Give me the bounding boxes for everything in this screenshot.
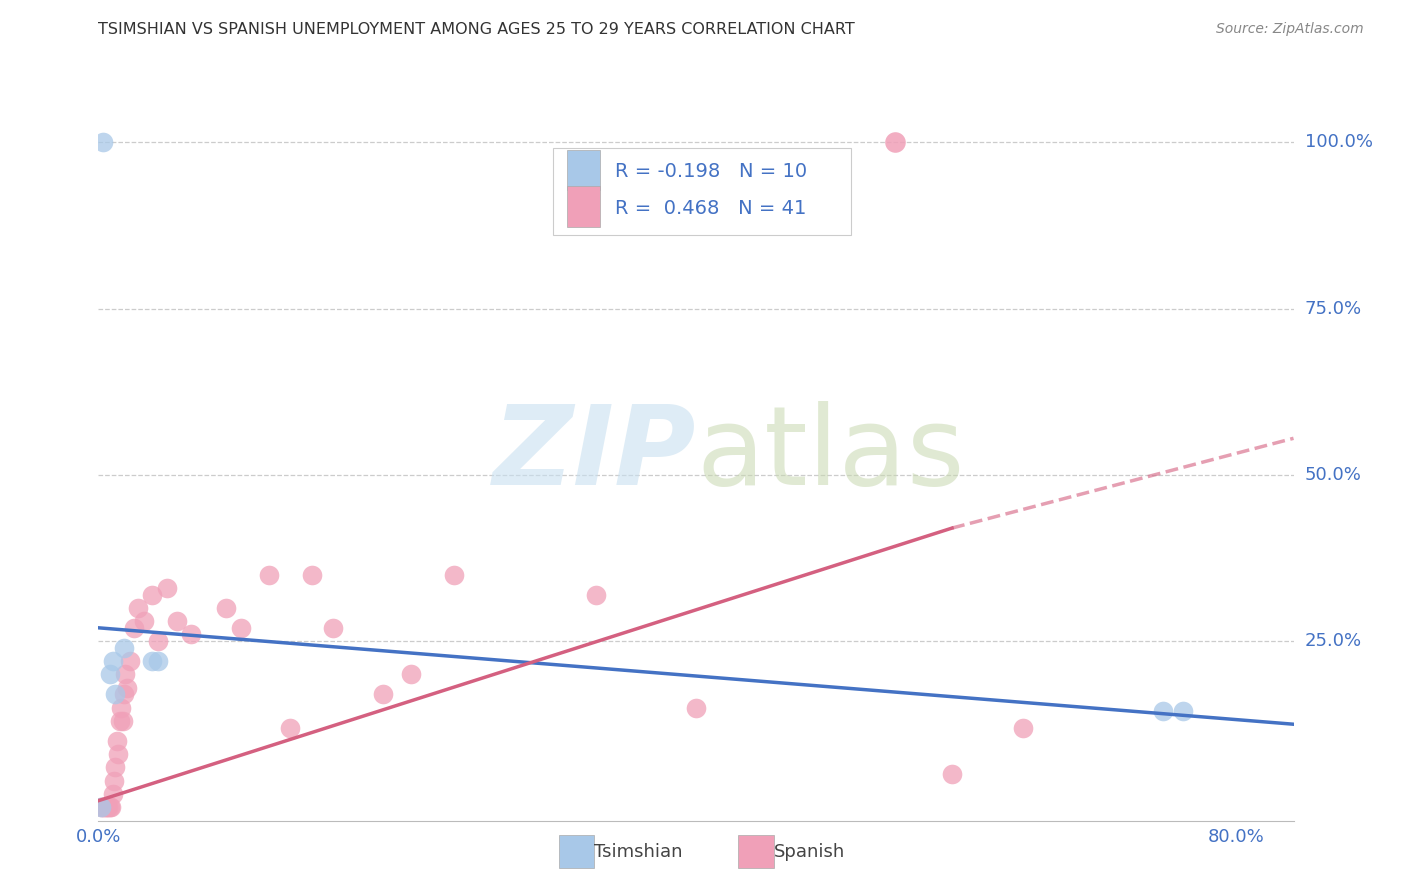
Point: [280, 721, 302, 735]
Bar: [553, 148, 852, 235]
Point: [371, 687, 394, 701]
Point: [166, 614, 188, 628]
Bar: [558, 835, 595, 868]
Text: R = -0.198   N = 10: R = -0.198 N = 10: [614, 162, 807, 181]
Point: [111, 714, 134, 728]
Text: TSIMSHIAN VS SPANISH UNEMPLOYMENT AMONG AGES 25 TO 29 YEARS CORRELATION CHART: TSIMSHIAN VS SPANISH UNEMPLOYMENT AMONG …: [98, 22, 855, 37]
Point: [105, 734, 128, 748]
Text: 100.0%: 100.0%: [1305, 134, 1372, 152]
Point: [112, 640, 135, 655]
Point: [101, 787, 124, 801]
Point: [132, 614, 155, 628]
Point: [90, 800, 112, 814]
Text: 25.0%: 25.0%: [1305, 632, 1362, 650]
Text: Spanish: Spanish: [773, 843, 845, 861]
Point: [98, 667, 121, 681]
Point: [401, 667, 423, 681]
Point: [215, 600, 238, 615]
Point: [98, 800, 121, 814]
Text: 75.0%: 75.0%: [1305, 300, 1362, 318]
Point: [301, 567, 323, 582]
Bar: [738, 835, 773, 868]
Bar: [567, 186, 600, 227]
Point: [141, 654, 163, 668]
Point: [93, 800, 115, 814]
Point: [941, 767, 963, 781]
Point: [180, 627, 202, 641]
Point: [585, 588, 607, 602]
Point: [103, 773, 125, 788]
Point: [156, 581, 179, 595]
Text: Source: ZipAtlas.com: Source: ZipAtlas.com: [1216, 22, 1364, 37]
Point: [114, 667, 136, 681]
Point: [229, 621, 252, 635]
Point: [90, 800, 112, 814]
Point: [122, 621, 145, 635]
Point: [107, 747, 129, 761]
Point: [141, 588, 163, 602]
Point: [104, 760, 127, 774]
Point: [97, 800, 120, 814]
Point: [115, 681, 138, 695]
Point: [685, 700, 707, 714]
Text: R =  0.468   N = 41: R = 0.468 N = 41: [614, 199, 806, 218]
Point: [112, 687, 135, 701]
Point: [148, 654, 170, 668]
Text: ZIP: ZIP: [492, 401, 696, 508]
Point: [257, 567, 280, 582]
Point: [322, 621, 344, 635]
Text: Tsimshian: Tsimshian: [595, 843, 683, 861]
Text: atlas: atlas: [696, 401, 965, 508]
Point: [1171, 704, 1194, 718]
Point: [1152, 704, 1174, 718]
Text: 50.0%: 50.0%: [1305, 466, 1361, 483]
Point: [110, 700, 132, 714]
Point: [118, 654, 141, 668]
Point: [91, 800, 114, 814]
Point: [443, 567, 465, 582]
Point: [104, 687, 127, 701]
Point: [108, 714, 131, 728]
Point: [884, 136, 907, 150]
Bar: [567, 150, 600, 190]
Point: [101, 654, 124, 668]
Point: [1012, 721, 1035, 735]
Point: [127, 600, 149, 615]
Point: [91, 136, 114, 150]
Point: [100, 800, 122, 814]
Point: [148, 634, 170, 648]
Point: [94, 800, 117, 814]
Point: [96, 800, 118, 814]
